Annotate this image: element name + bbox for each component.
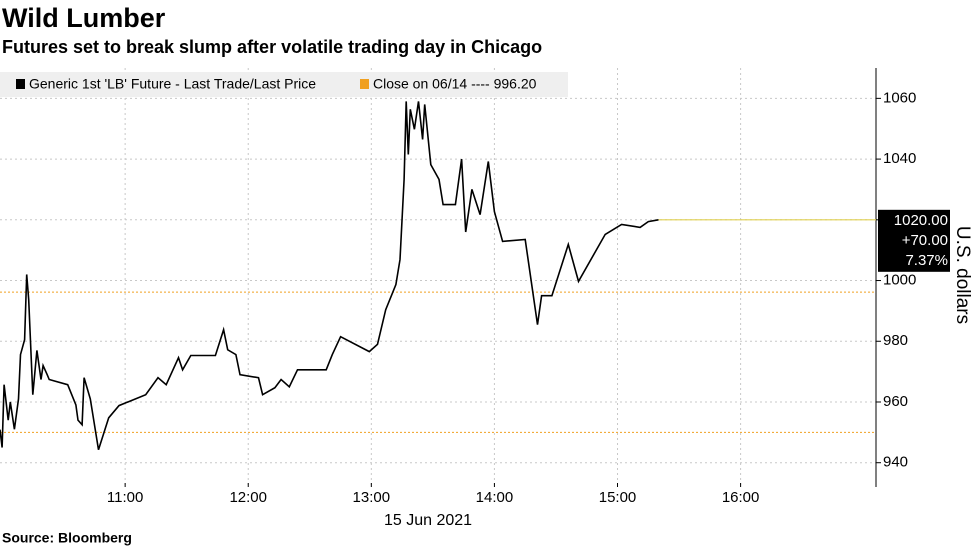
legend-swatch [16,79,25,89]
last-price-label: +70.00 [902,232,948,249]
source: Source: Bloomberg [2,530,132,546]
chart-title: Wild Lumber [2,3,166,33]
x-tick-label: 11:00 [107,489,143,506]
legend-label: Generic 1st 'LB' Future - Last Trade/Las… [29,76,316,92]
last-price-box [878,209,950,272]
legend-swatch [360,79,369,89]
legend-box [0,72,568,97]
last-price-label: 1020.00 [894,212,948,229]
x-tick-label: 12:00 [229,489,267,506]
legend-label: Close on 06/14 ---- 996.20 [373,76,537,92]
x-axis-label: 15 Jun 2021 [384,512,472,529]
price-line [0,101,659,450]
y-tick-label: 980 [883,332,908,349]
y-tick-label: 1040 [883,150,916,167]
y-tick-label: 1000 [883,272,916,289]
y-tick-label: 1060 [883,89,916,106]
last-price-label: 7.37% [905,252,948,269]
x-tick-label: 16:00 [722,489,760,506]
y-axis-label: U.S. dollars [952,226,973,324]
chart-subtitle: Futures set to break slump after volatil… [2,37,542,57]
x-tick-label: 13:00 [353,489,391,506]
x-tick-label: 14:00 [476,489,514,506]
y-tick-label: 940 [883,454,908,471]
y-tick-label: 960 [883,393,908,410]
x-tick-label: 15:00 [599,489,637,506]
